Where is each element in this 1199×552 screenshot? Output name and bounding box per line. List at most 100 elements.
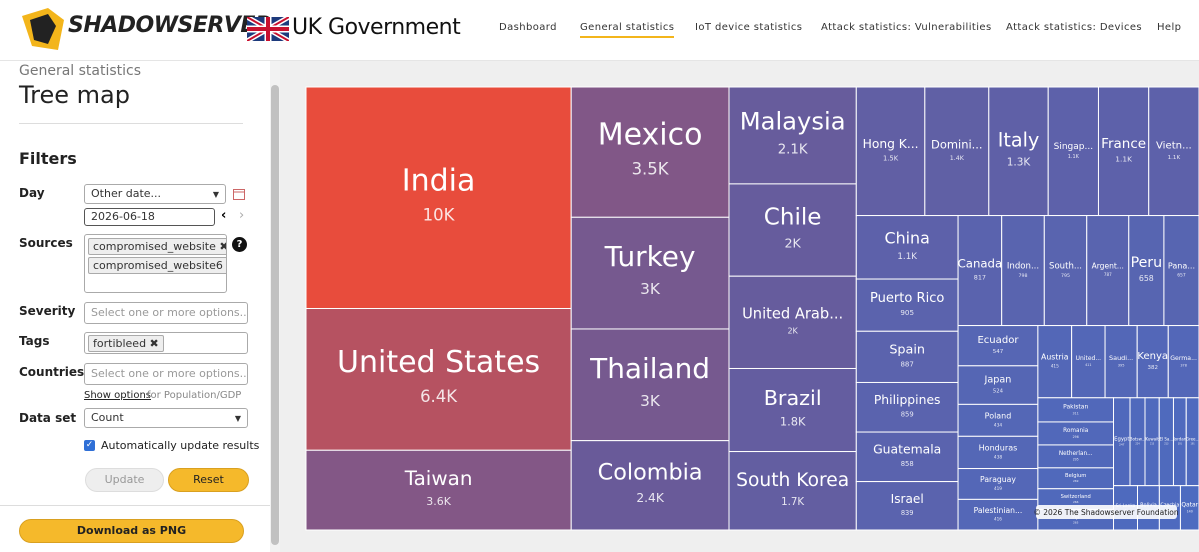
update-button[interactable]: Update bbox=[85, 468, 164, 492]
tile-label: Pana... bbox=[1168, 261, 1195, 271]
tile-value: 416 bbox=[994, 516, 1002, 521]
treemap-tile bbox=[305, 86, 572, 309]
tile-value: 3K bbox=[640, 392, 661, 410]
tile-label: Belgium bbox=[1065, 473, 1086, 479]
treemap-tile bbox=[728, 86, 857, 185]
tile-label: Indon... bbox=[1007, 261, 1039, 271]
treemap-tile bbox=[728, 275, 857, 369]
nav-link[interactable]: Attack statistics: Vulnerabilities bbox=[821, 22, 992, 33]
tile-label: Egypt bbox=[1114, 436, 1129, 442]
tile-value: 295 bbox=[1073, 458, 1079, 462]
tag: compromised_website6 ✖ bbox=[88, 257, 226, 274]
tile-value: 2.4K bbox=[636, 491, 665, 505]
tile-label: Poland bbox=[985, 411, 1012, 420]
nav-link[interactable]: IoT device statistics bbox=[695, 22, 803, 33]
dataset-select[interactable]: Count ▼ bbox=[84, 408, 248, 428]
tile-label: Spain bbox=[889, 343, 925, 358]
tile-label: United... bbox=[1076, 355, 1101, 362]
tile-value: 224 bbox=[1135, 443, 1140, 446]
tile-value: 296 bbox=[1073, 435, 1079, 439]
divider bbox=[0, 505, 270, 506]
tile-value: 266 bbox=[1073, 500, 1079, 504]
reset-button[interactable]: Reset bbox=[168, 468, 249, 492]
help-icon[interactable]: ? bbox=[232, 237, 247, 252]
tags-select[interactable]: fortibleed ✖ bbox=[84, 332, 248, 354]
tag: fortibleed ✖ bbox=[88, 335, 164, 352]
tile-label: Japan bbox=[984, 375, 1012, 386]
tile-value: 905 bbox=[900, 308, 914, 317]
treemap-tile bbox=[988, 86, 1049, 217]
tile-value: 795 bbox=[1061, 273, 1070, 279]
tile-value: 191 bbox=[1191, 443, 1196, 446]
tile-label: Hong K... bbox=[863, 137, 919, 151]
tile-value: 1.1K bbox=[897, 252, 917, 262]
tile-value: 3.5K bbox=[632, 160, 670, 179]
tile-label: Brazil bbox=[764, 386, 822, 410]
tile-value: 1.3K bbox=[1007, 157, 1032, 169]
tile-value: 265 bbox=[1073, 521, 1079, 525]
tile-value: 859 bbox=[901, 411, 914, 419]
countries-select[interactable]: Select one or more options... bbox=[84, 363, 248, 385]
logo-text[interactable]: SHADOWSERVER bbox=[68, 13, 272, 38]
severity-select[interactable]: Select one or more options... bbox=[84, 302, 248, 324]
treemap-tile bbox=[855, 86, 926, 217]
nav-link[interactable]: Help bbox=[1157, 22, 1182, 33]
sources-select[interactable]: compromised_website ✖ compromised_websit… bbox=[84, 234, 227, 293]
treemap-tile bbox=[855, 381, 959, 433]
tile-label: Peru bbox=[1131, 255, 1163, 271]
prev-day[interactable]: ‹ bbox=[221, 208, 227, 223]
treemap-tile bbox=[957, 435, 1039, 470]
tile-label: Kenya bbox=[1137, 351, 1168, 362]
tile-label: Botsw... bbox=[1130, 437, 1146, 442]
tile-label: Honduras bbox=[979, 443, 1018, 452]
treemap-tile bbox=[570, 216, 730, 330]
nav-link[interactable]: Attack statistics: Devices bbox=[1006, 22, 1143, 33]
tile-value: 658 bbox=[1139, 274, 1154, 283]
tile-label: Canada bbox=[958, 257, 1003, 271]
tile-value: 1.1K bbox=[1068, 154, 1080, 160]
divider bbox=[19, 123, 243, 124]
download-button[interactable]: Download as PNG bbox=[19, 519, 244, 543]
tile-value: 1.4K bbox=[950, 155, 965, 162]
tile-label: Argent... bbox=[1092, 262, 1124, 271]
checkbox[interactable]: ✓ bbox=[84, 440, 95, 451]
day-select[interactable]: Other date... ▼ bbox=[84, 184, 226, 204]
sidebar: General statistics Tree map Filters Day … bbox=[0, 61, 270, 552]
field-label: Countries bbox=[19, 365, 85, 379]
treemap-tile bbox=[957, 468, 1039, 500]
tag-text: fortibleed bbox=[93, 337, 147, 350]
tile-label: France bbox=[1101, 136, 1146, 152]
select-text: Count bbox=[91, 411, 124, 424]
nav-link[interactable]: Dashboard bbox=[499, 22, 557, 33]
tile-value: 3.6K bbox=[426, 495, 451, 508]
tile-value: 247 bbox=[1119, 443, 1125, 447]
calendar-icon[interactable] bbox=[233, 187, 245, 200]
date-input[interactable]: 2026-06-18 bbox=[84, 208, 215, 226]
tile-value: 269 bbox=[1073, 479, 1079, 483]
next-day[interactable]: › bbox=[239, 208, 245, 223]
tile-label: Colombia bbox=[598, 460, 703, 486]
tile-value: 1.7K bbox=[781, 496, 804, 508]
tile-value: 419 bbox=[994, 486, 1002, 491]
show-options-text: for Population/GDP bbox=[147, 390, 242, 401]
tile-label: Domini... bbox=[931, 137, 983, 151]
tile-label: Qatar bbox=[1181, 501, 1198, 508]
show-options-link[interactable]: Show options bbox=[84, 390, 151, 401]
tile-value: 817 bbox=[974, 273, 986, 281]
tile-label: Ecuador bbox=[977, 335, 1019, 346]
field-label: Sources bbox=[19, 236, 73, 250]
treemap-tile bbox=[1071, 325, 1106, 399]
treemap-tile bbox=[1136, 325, 1169, 399]
tile-value: 1.5K bbox=[883, 154, 899, 162]
logo-icon bbox=[22, 8, 64, 50]
breadcrumb: General statistics bbox=[19, 63, 142, 79]
treemap-tile bbox=[1001, 215, 1045, 327]
nav-link-active[interactable]: General statistics bbox=[580, 22, 675, 38]
tile-value: 2K bbox=[784, 235, 801, 250]
tile-label: Taiwan bbox=[404, 467, 473, 490]
tile-label: Austria bbox=[1041, 353, 1069, 362]
field-label: Tags bbox=[19, 334, 50, 348]
tile-value: 213 bbox=[1150, 443, 1155, 446]
